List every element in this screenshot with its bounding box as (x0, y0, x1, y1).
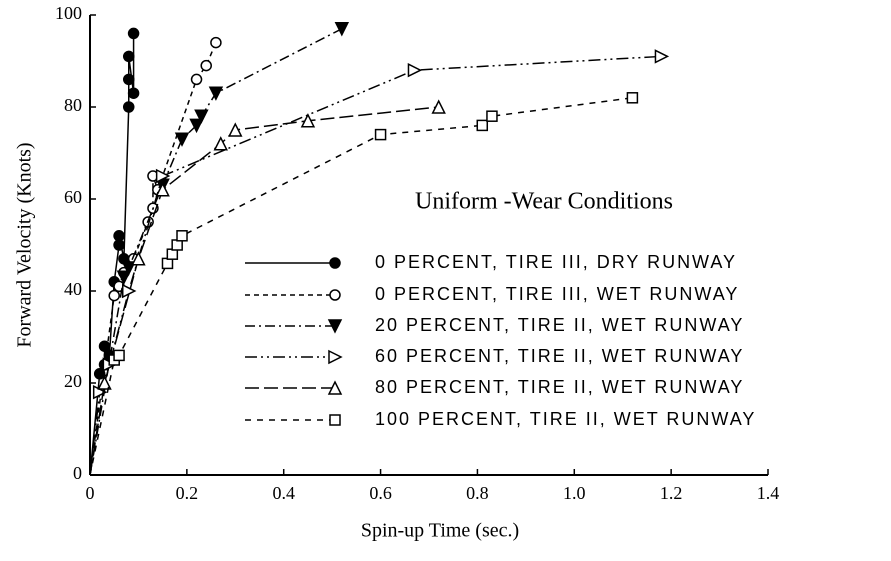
data-point (176, 230, 188, 242)
legend-marker (328, 349, 343, 365)
legend-marker (329, 257, 341, 269)
data-point (116, 270, 132, 285)
legend-label: 20 PERCENT, TIRE II, WET RUNWAY (375, 315, 744, 335)
data-point (155, 182, 170, 197)
x-tick-label: 1.0 (563, 483, 586, 503)
data-point (108, 289, 120, 302)
legend-marker (329, 414, 341, 426)
data-point (113, 230, 125, 242)
data-point (431, 99, 446, 114)
data-point (476, 119, 489, 132)
x-tick-label: 1.2 (660, 483, 683, 503)
data-point (122, 50, 135, 63)
data-point (189, 118, 204, 134)
data-point (190, 73, 203, 86)
x-tick-label: 0.6 (369, 483, 392, 503)
data-point (210, 36, 222, 49)
data-point (194, 109, 209, 124)
data-point (200, 59, 212, 72)
y-tick-label: 100 (55, 3, 82, 23)
x-tick-label: 0.8 (466, 483, 489, 503)
data-point (97, 375, 112, 390)
y-tick-label: 40 (64, 279, 82, 299)
data-point (122, 101, 135, 113)
data-point (374, 128, 387, 141)
legend-marker (329, 289, 341, 301)
legend-marker (327, 319, 343, 334)
legend-label: 0 PERCENT, TIRE III, WET RUNWAY (375, 284, 739, 304)
data-point (300, 113, 316, 128)
data-point (486, 110, 498, 122)
data-point (127, 87, 140, 99)
data-point (626, 92, 639, 104)
x-axis-label: Spin-up Time (sec.) (361, 520, 519, 542)
y-tick-label: 0 (73, 463, 82, 483)
x-tick-label: 0 (86, 483, 95, 503)
x-tick-label: 0.4 (272, 483, 295, 503)
data-point (654, 49, 670, 64)
data-point (121, 283, 137, 299)
data-point (407, 62, 423, 78)
data-point (113, 349, 125, 362)
data-point (174, 132, 190, 147)
y-tick-label: 80 (64, 95, 82, 115)
data-point (127, 27, 140, 40)
legend-label: 80 PERCENT, TIRE II, WET RUNWAY (375, 377, 744, 397)
data-point (334, 22, 350, 37)
data-point (213, 136, 228, 151)
legend-label: 60 PERCENT, TIRE II, WET RUNWAY (375, 346, 744, 366)
data-point (155, 168, 171, 184)
data-point (131, 251, 146, 266)
x-tick-label: 0.2 (176, 483, 199, 503)
y-axis-label: Forward Velocity (Knots) (14, 142, 36, 347)
y-tick-label: 60 (64, 187, 82, 207)
legend-label: 0 PERCENT, TIRE III, DRY RUNWAY (375, 252, 737, 272)
data-point (122, 73, 135, 86)
data-point (93, 368, 106, 380)
legend-marker (327, 380, 343, 395)
legend-label: 100 PERCENT, TIRE II, WET RUNWAY (375, 409, 756, 429)
y-tick-label: 20 (64, 371, 82, 391)
series-line (89, 42, 217, 476)
data-point (208, 86, 224, 101)
legend-title: Uniform -Wear Conditions (415, 189, 673, 215)
data-point (228, 122, 243, 137)
x-tick-label: 1.4 (757, 483, 780, 503)
